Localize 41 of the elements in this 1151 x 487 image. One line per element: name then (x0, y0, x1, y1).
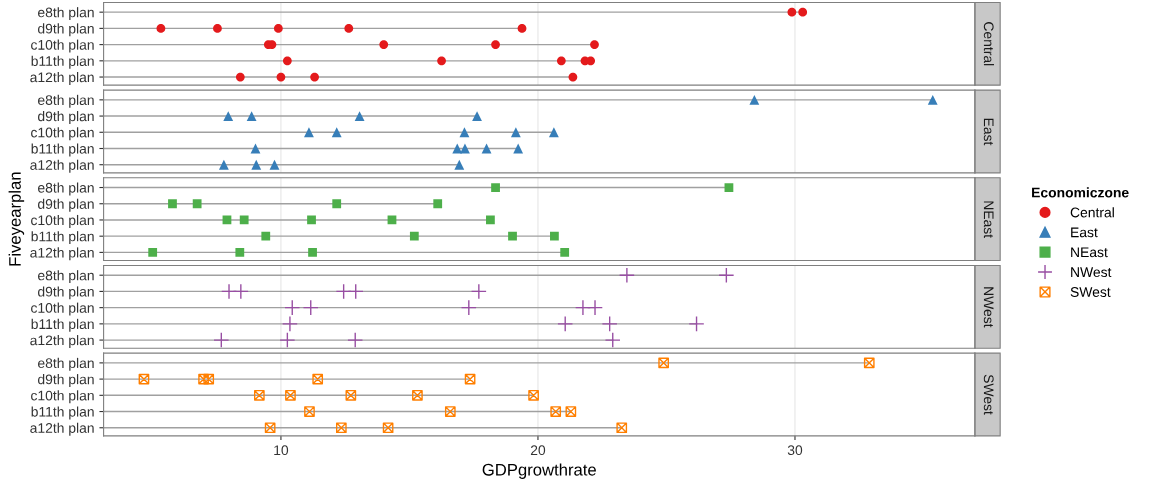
y-tick-label: b11th plan (31, 55, 94, 69)
y-tick-label: b11th plan (31, 318, 94, 332)
legend-label: SWest (1070, 287, 1111, 297)
legend-label: NWest (1071, 267, 1112, 278)
y-tick-label: a12th plan (30, 422, 94, 436)
y-tick-label: d9th plan (38, 23, 94, 37)
x-tick-label: 10 (274, 445, 289, 456)
x-tick-label: 20 (530, 445, 546, 456)
y-tick-label: d9th plan (38, 374, 94, 388)
y-axis-title: Fiveyearplan (8, 172, 25, 266)
legend-label: East (1071, 227, 1098, 238)
y-tick-label: e8th plan (38, 7, 94, 21)
x-tick-label: 30 (787, 445, 803, 456)
legend-label: NEast (1071, 247, 1108, 258)
y-tick-label: b11th plan (31, 231, 94, 245)
x-axis-title: GDPgrowthrate (482, 463, 596, 479)
text: NEast (983, 201, 994, 238)
y-tick-label: e8th plan (38, 270, 94, 284)
y-tick-label: a12th plan (30, 72, 94, 85)
y-tick-label: d9th plan (38, 198, 94, 212)
y-tick-label: c10th plan (31, 127, 94, 141)
text: East (983, 118, 994, 146)
y-tick-label: c10th plan (31, 39, 94, 53)
legend-title: Economiczone (1032, 187, 1129, 198)
y-tick-label: c10th plan (31, 302, 94, 316)
y-tick-label: d9th plan (38, 111, 94, 124)
y-tick-label: b11th plan (31, 406, 94, 420)
y-tick-label: e8th plan (38, 357, 94, 371)
y-tick-label: a12th plan (30, 335, 94, 348)
y-tick-label: c10th plan (31, 214, 94, 228)
y-tick-label: e8th plan (38, 94, 94, 108)
y-tick-label: a12th plan (30, 247, 94, 261)
y-tick-label: d9th plan (38, 286, 94, 300)
y-tick-label: b11th plan (31, 143, 94, 157)
text: SWest (983, 374, 994, 415)
text: Central (983, 22, 994, 66)
text: NWest (983, 287, 994, 328)
legend-label: Central (1070, 207, 1114, 218)
y-tick-label: c10th plan (31, 390, 94, 404)
y-tick-label: e8th plan (38, 182, 94, 196)
y-tick-label: a12th plan (30, 159, 94, 173)
